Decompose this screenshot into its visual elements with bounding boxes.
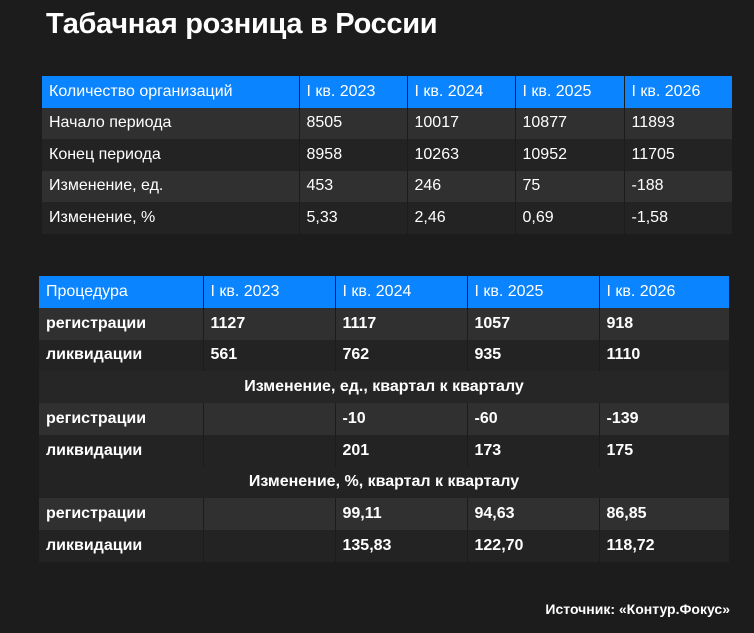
table-cell: 10017 [407,107,516,139]
table-cell: 75 [515,170,625,202]
table-cell: 8958 [299,139,408,171]
table-row: Конец периода 8958 10263 10952 11705 [42,139,732,171]
row-label: Конец периода [42,139,300,171]
table-cell: 118,72 [599,530,729,562]
table-cell: 935 [467,339,600,372]
column-header: I кв. 2024 [335,276,468,308]
table-cell: 1127 [203,307,336,340]
table-cell: 11705 [624,139,732,171]
table-cell: 762 [335,339,468,372]
table-cell: 10877 [515,107,625,139]
page-title: Табачная розница в России [46,8,438,40]
section-title: Изменение, ед., квартал к кварталу [39,371,729,403]
column-header: I кв. 2026 [599,276,729,308]
table-cell [203,403,336,435]
table-row: ликвидации 561 762 935 1110 [39,339,729,372]
row-label: регистрации [39,498,204,530]
table-cell: -188 [624,170,732,202]
column-header: I кв. 2023 [203,276,336,308]
procedures-table: Процедура I кв. 2023 I кв. 2024 I кв. 20… [39,276,729,562]
row-label: Начало периода [42,107,300,139]
table-row: ликвидации 135,83 122,70 118,72 [39,530,729,562]
table-row: регистрации 99,11 94,63 86,85 [39,498,729,530]
table-cell: -139 [599,403,729,435]
row-label: ликвидации [39,434,204,467]
table-row: Изменение, % 5,33 2,46 0,69 -1,58 [42,202,732,234]
table-cell: -1,58 [624,202,732,234]
section-header-row: Изменение, ед., квартал к кварталу [39,371,729,403]
row-label: регистрации [39,403,204,435]
table-cell: 5,33 [299,202,408,234]
table-row: Начало периода 8505 10017 10877 11893 [42,107,732,139]
table-cell: 135,83 [335,530,468,562]
table-cell [203,530,336,562]
table-cell: 0,69 [515,202,625,234]
table-cell: -60 [467,403,600,435]
table-cell: 246 [407,170,516,202]
table-cell: 11893 [624,107,732,139]
column-header: I кв. 2025 [515,76,625,108]
table-row: регистрации -10 -60 -139 [39,403,729,435]
column-header: Процедура [39,276,204,308]
column-header: I кв. 2024 [407,76,516,108]
table-row: регистрации 1127 1117 1057 918 [39,307,729,340]
table-cell: 201 [335,434,468,467]
table-cell: 453 [299,170,408,202]
table-cell: 561 [203,339,336,372]
column-header: I кв. 2023 [299,76,408,108]
section-header-row: Изменение, %, квартал к кварталу [39,466,729,499]
row-label: Изменение, % [42,202,300,234]
table-cell: 2,46 [407,202,516,234]
table-cell [203,498,336,530]
table-row: ликвидации 201 173 175 [39,434,729,467]
column-header: Количество организаций [42,76,300,108]
table-header-row: Процедура I кв. 2023 I кв. 2024 I кв. 20… [39,276,729,308]
table-cell: 86,85 [599,498,729,530]
table-cell: 1117 [335,307,468,340]
column-header: I кв. 2025 [467,276,600,308]
row-label: регистрации [39,307,204,340]
table-cell: 175 [599,434,729,467]
organizations-count-table: Количество организаций I кв. 2023 I кв. … [42,76,732,234]
table-cell: 10263 [407,139,516,171]
source-note: Источник: «Контур.Фокус» [545,601,730,617]
table-cell: 1057 [467,307,600,340]
table-cell: -10 [335,403,468,435]
table-cell: 94,63 [467,498,600,530]
table-cell: 8505 [299,107,408,139]
table-cell: 918 [599,307,729,340]
row-label: Изменение, ед. [42,170,300,202]
table-cell: 1110 [599,339,729,372]
table-cell: 173 [467,434,600,467]
table-row: Изменение, ед. 453 246 75 -188 [42,170,732,202]
column-header: I кв. 2026 [624,76,732,108]
table-header-row: Количество организаций I кв. 2023 I кв. … [42,76,732,108]
table-cell [203,434,336,467]
table-cell: 10952 [515,139,625,171]
section-title: Изменение, %, квартал к кварталу [39,466,729,499]
row-label: ликвидации [39,339,204,372]
row-label: ликвидации [39,530,204,562]
table-cell: 99,11 [335,498,468,530]
table-cell: 122,70 [467,530,600,562]
